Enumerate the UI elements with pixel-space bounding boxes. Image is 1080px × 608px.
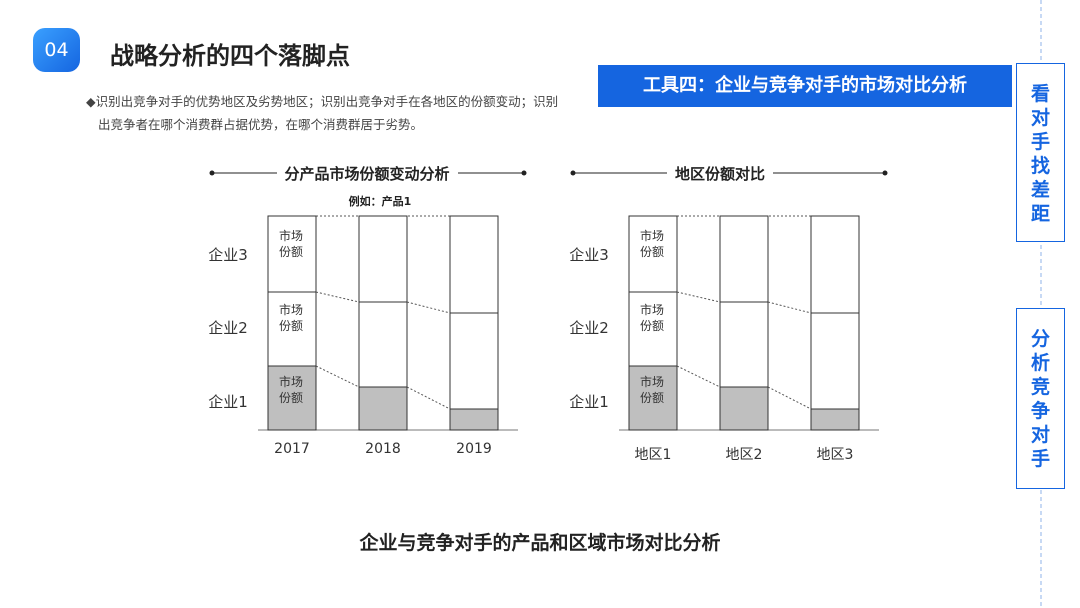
column-label: 地区2 bbox=[725, 447, 763, 463]
column-label: 地区3 bbox=[816, 447, 854, 463]
rule-end bbox=[209, 170, 215, 176]
bar-segment bbox=[449, 215, 499, 431]
bar-segment bbox=[267, 365, 317, 431]
title: 战略分析的四个落脚点 bbox=[110, 42, 350, 70]
dash bbox=[767, 301, 812, 314]
rule-end bbox=[882, 170, 888, 176]
cell-label: 市场份额 bbox=[640, 303, 665, 333]
column-label: 2018 bbox=[365, 441, 401, 457]
diagram-title: 分产品市场份额变动分析 bbox=[276, 163, 458, 184]
row-label: 企业2 bbox=[208, 319, 248, 337]
bar-segment bbox=[358, 386, 408, 431]
column-label: 2017 bbox=[274, 441, 310, 457]
cell-label: 市场份额 bbox=[279, 303, 304, 333]
side-tab-text: 分析竞争对手 bbox=[1030, 328, 1050, 470]
row-label: 企业3 bbox=[569, 246, 609, 264]
dash bbox=[315, 291, 360, 303]
row-label: 企业2 bbox=[569, 319, 609, 337]
bullet-line: 出竞争者在哪个消费群占据优势，在哪个消费群居于劣势。 bbox=[98, 117, 424, 132]
rule-end bbox=[521, 170, 527, 176]
column-label: 地区1 bbox=[634, 447, 672, 463]
side-tab[interactable]: 分析竞争对手 bbox=[1016, 308, 1065, 489]
bar-segment bbox=[810, 408, 860, 431]
row-label: 企业1 bbox=[569, 393, 609, 411]
diagram-subtitle: 例如：产品1 bbox=[348, 195, 412, 208]
row-label: 企业1 bbox=[208, 393, 248, 411]
dash bbox=[315, 365, 360, 388]
diagram-title: 地区份额对比 bbox=[667, 163, 774, 184]
dash bbox=[676, 365, 721, 388]
bar-segment bbox=[628, 365, 678, 431]
rule-end bbox=[570, 170, 576, 176]
badge: 04 bbox=[33, 28, 80, 72]
cell-label: 市场份额 bbox=[640, 229, 665, 259]
row-label: 企业3 bbox=[208, 246, 248, 264]
cell-label: 市场份额 bbox=[640, 375, 665, 405]
dash bbox=[676, 291, 721, 303]
caption: 企业与竞争对手的产品和区域市场对比分析 bbox=[359, 532, 721, 554]
bar-segment bbox=[810, 215, 860, 431]
cell-label: 市场份额 bbox=[279, 375, 304, 405]
cell-label: 市场份额 bbox=[279, 229, 304, 259]
dash bbox=[406, 301, 451, 314]
bullet-line: ◆识别出竞争对手的优势地区及劣势地区；识别出竞争对手在各地区的份额变动；识别 bbox=[86, 94, 559, 109]
dash bbox=[406, 386, 451, 410]
side-tab-text: 看对手找差距 bbox=[1030, 83, 1050, 225]
side-tab[interactable]: 看对手找差距 bbox=[1016, 63, 1065, 242]
bar-segment bbox=[449, 408, 499, 431]
column-label: 2019 bbox=[456, 441, 492, 457]
bar-segment bbox=[719, 386, 769, 431]
banner: 工具四：企业与竞争对手的市场对比分析 bbox=[598, 65, 1012, 107]
dash bbox=[767, 386, 812, 410]
